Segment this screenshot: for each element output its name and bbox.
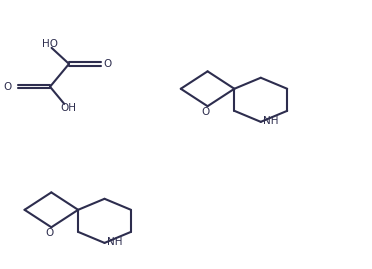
Text: OH: OH bbox=[60, 103, 76, 113]
Text: O: O bbox=[202, 107, 210, 117]
Text: NH: NH bbox=[263, 116, 279, 126]
Text: NH: NH bbox=[107, 237, 123, 247]
Text: O: O bbox=[45, 228, 54, 238]
Text: O: O bbox=[103, 59, 112, 69]
Text: O: O bbox=[3, 82, 12, 92]
Text: HO: HO bbox=[42, 39, 58, 49]
